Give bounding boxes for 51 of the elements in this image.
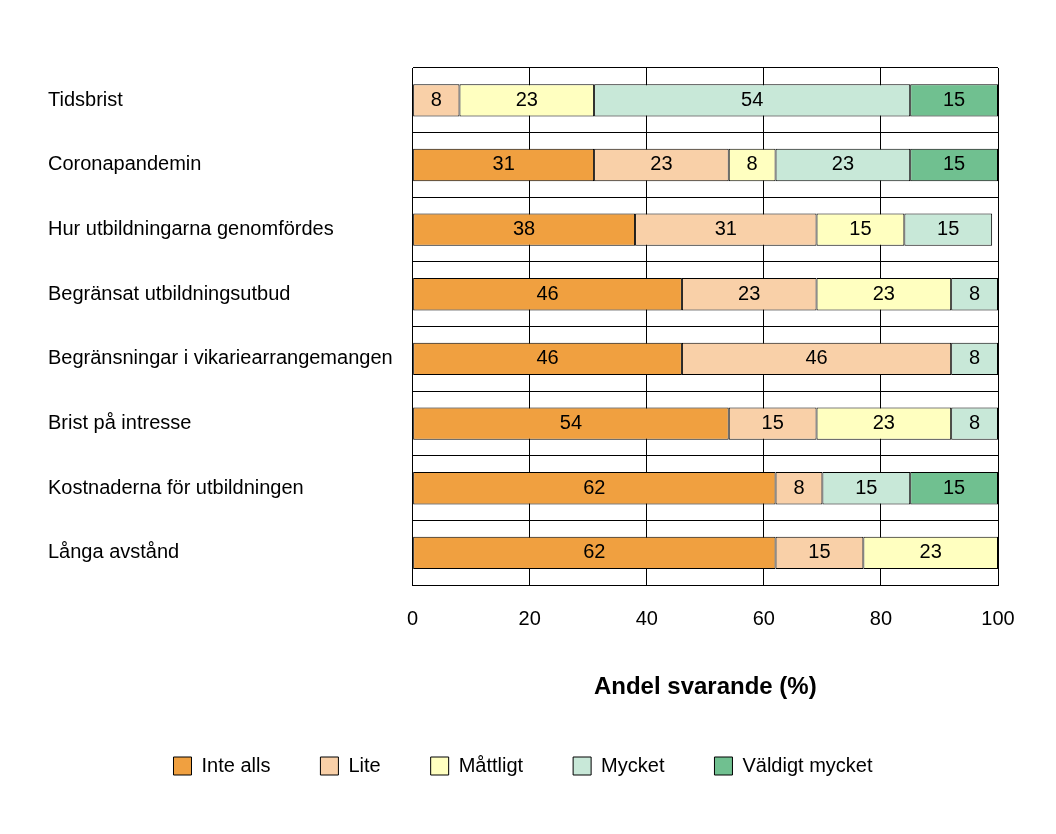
legend-label: Inte alls — [201, 753, 271, 776]
data-label: 23 — [650, 152, 673, 175]
y-tick-label: Långa avstånd — [48, 540, 180, 563]
data-label: 8 — [430, 87, 442, 110]
data-label: 62 — [583, 475, 606, 498]
data-label: 38 — [512, 217, 536, 240]
x-tick-label: 40 — [635, 606, 658, 629]
data-label: 23 — [515, 87, 538, 110]
data-label: 15 — [808, 540, 831, 563]
data-label: 15 — [761, 411, 784, 434]
legend-label: Måttligt — [458, 753, 524, 776]
data-label: 8 — [969, 346, 981, 369]
data-label: 15 — [937, 217, 960, 240]
data-label: 8 — [793, 475, 805, 498]
data-label: 31 — [492, 152, 515, 175]
data-label: 23 — [831, 152, 855, 175]
data-label: 15 — [942, 152, 966, 175]
data-label: 46 — [805, 346, 828, 369]
legend-label: Väldigt mycket — [742, 753, 873, 776]
y-tick-label: Kostnaderna för utbildningen — [48, 475, 304, 498]
legend-label: Mycket — [601, 753, 665, 776]
y-tick-label: Begränsat utbildningsutbud — [48, 281, 291, 304]
y-tick-label: Coronapandemin — [48, 152, 202, 175]
y-tick-label: Hur utbildningarna genomfördes — [48, 217, 334, 240]
y-tick-label: Tidsbrist — [48, 87, 124, 110]
x-tick-label: 60 — [752, 606, 775, 629]
data-label: 23 — [872, 281, 895, 304]
data-label: 46 — [536, 281, 559, 304]
data-label: 8 — [969, 411, 981, 434]
data-label: 23 — [872, 411, 895, 434]
data-label: 8 — [746, 152, 758, 175]
data-label: 31 — [714, 217, 737, 240]
data-label: 23 — [919, 540, 942, 563]
data-label: 54 — [559, 411, 583, 434]
y-tick-label: Brist på intresse — [48, 411, 192, 434]
data-label: 54 — [741, 87, 764, 110]
y-tick-label: Begränsningar i vikariearrangemangen — [48, 346, 393, 369]
x-tick-label: 20 — [518, 606, 541, 629]
data-label: 46 — [536, 346, 559, 369]
x-tick-label: 0 — [407, 606, 419, 629]
legend-label: Lite — [348, 753, 381, 776]
data-label: 62 — [583, 540, 606, 563]
x-tick-label: 100 — [981, 606, 1015, 629]
x-axis-title: Andel svarande (%) — [593, 672, 817, 700]
data-label: 15 — [942, 475, 966, 498]
data-label: 8 — [969, 281, 981, 304]
data-label: 23 — [738, 281, 761, 304]
x-tick-label: 80 — [869, 606, 893, 629]
data-label: 15 — [855, 475, 878, 498]
data-label: 15 — [942, 87, 966, 110]
data-label: 15 — [849, 217, 872, 240]
